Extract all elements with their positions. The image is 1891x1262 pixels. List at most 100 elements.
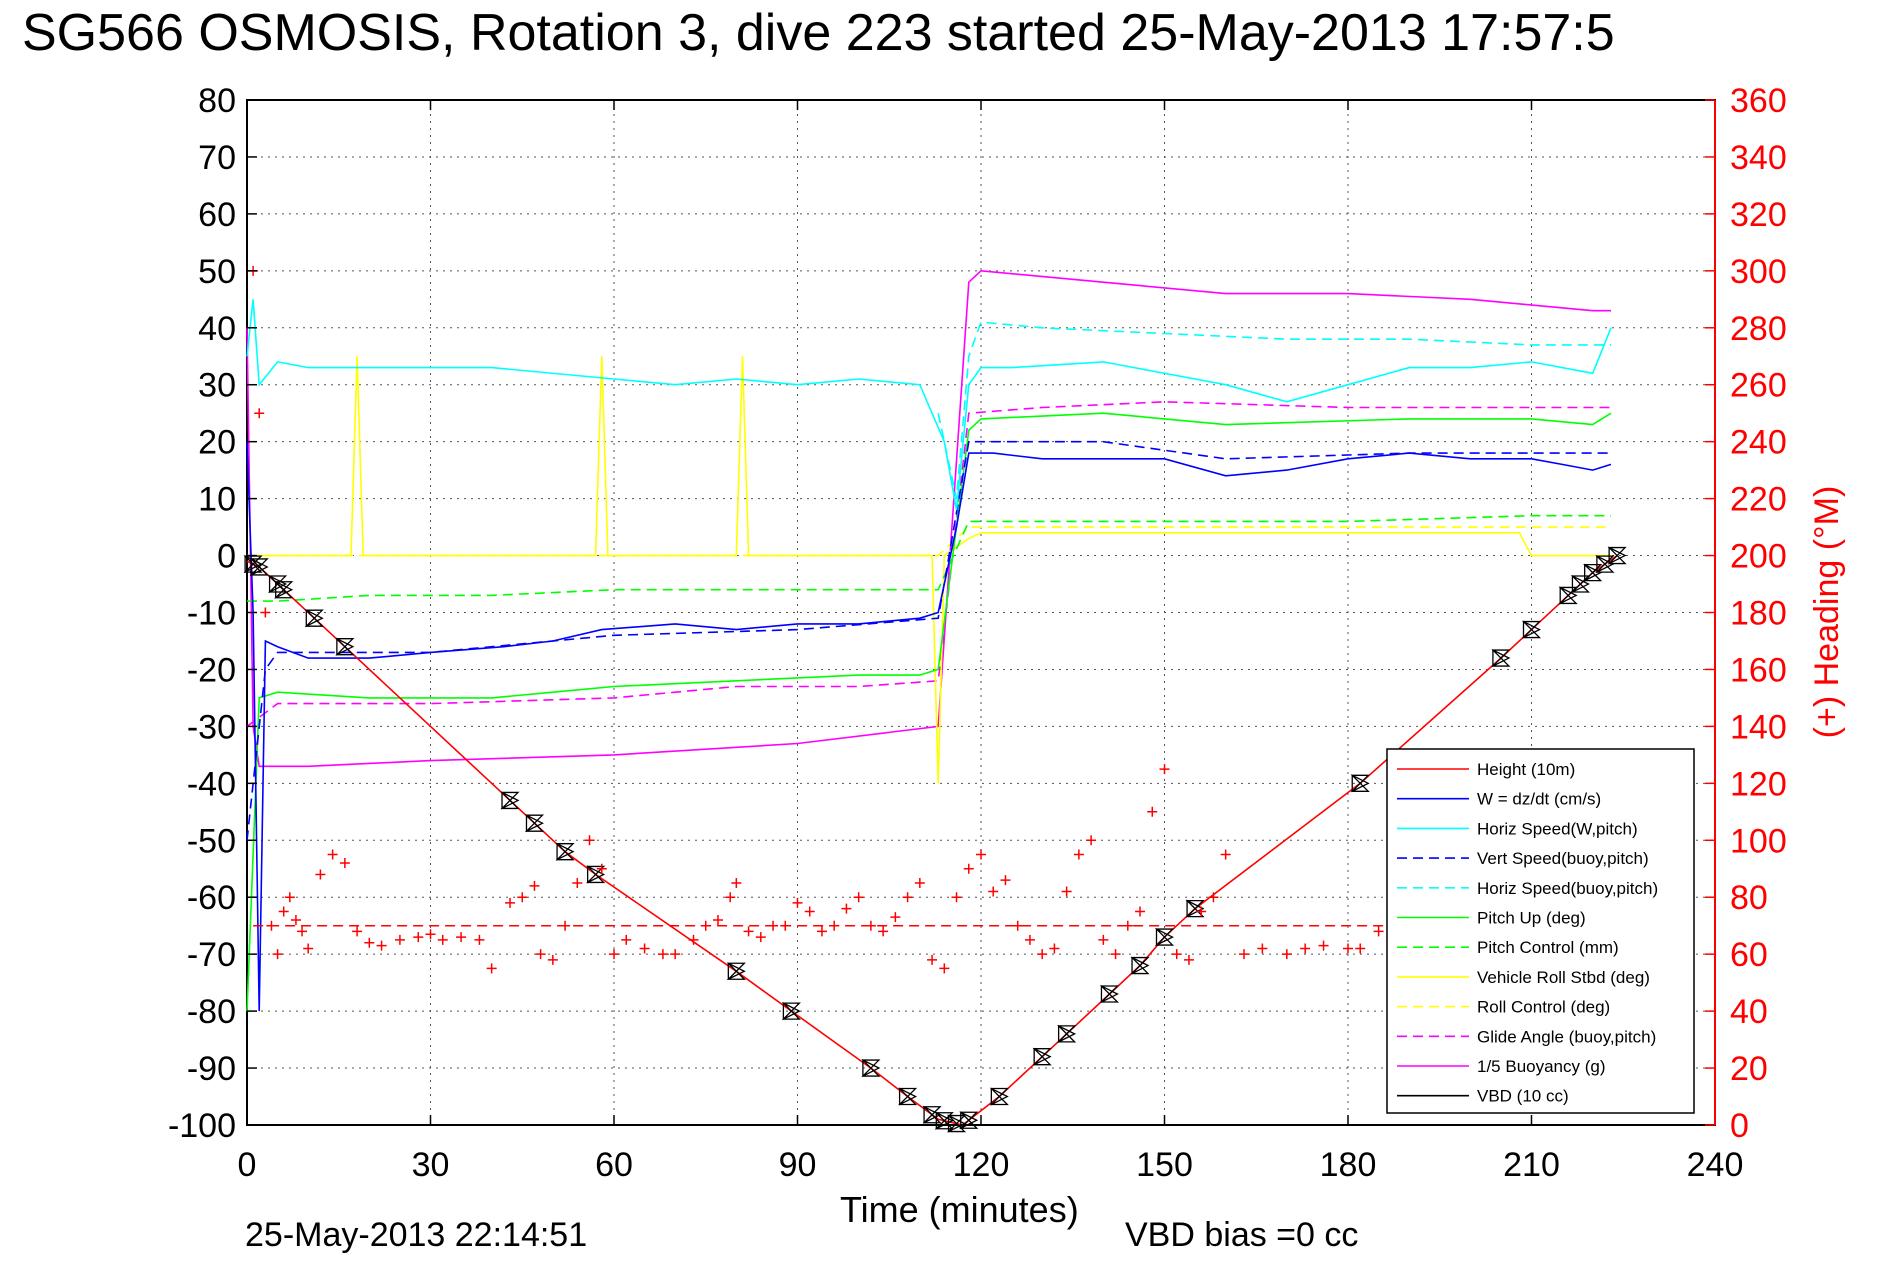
heading-point <box>394 934 405 945</box>
height-marker <box>524 814 545 833</box>
heading-point <box>517 892 528 903</box>
heading-point <box>1110 949 1121 960</box>
vbd-bias: VBD bias =0 cc <box>1125 1216 1358 1254</box>
y-tick-label: -100 <box>168 1107 236 1145</box>
heading-point <box>951 892 962 903</box>
height-marker <box>959 1111 979 1130</box>
y2-tick-label: 80 <box>1730 879 1768 917</box>
y-tick-label: -70 <box>187 936 236 974</box>
y2-tick-label: 160 <box>1730 651 1787 689</box>
series-line <box>246 400 1611 728</box>
x-tick-label: 150 <box>1136 1146 1193 1184</box>
heading-point <box>278 906 289 917</box>
x-axis-label: Time (minutes) <box>840 1189 1079 1230</box>
y2-tick-label: 180 <box>1730 595 1787 633</box>
heading-point <box>688 934 699 945</box>
heading-point <box>1183 954 1194 965</box>
y2-tick-label: 300 <box>1730 253 1787 291</box>
height-marker <box>946 1114 967 1133</box>
height-marker <box>861 1059 881 1078</box>
legend-label: Vert Speed(buoy,pitch) <box>1477 849 1649 868</box>
heading-point <box>547 954 558 965</box>
y-tick-label: 10 <box>198 481 236 519</box>
y-tick-label: -30 <box>187 708 236 746</box>
heading-point <box>260 607 271 618</box>
heading-point <box>939 963 950 974</box>
series-line <box>937 321 1611 499</box>
series-line <box>247 356 1611 784</box>
height-marker <box>249 557 269 576</box>
series-line <box>247 514 1611 602</box>
y2-tick-label: 0 <box>1730 1107 1749 1145</box>
heading-point <box>780 920 791 931</box>
height-marker <box>1583 563 1603 582</box>
heading-point <box>639 943 650 954</box>
heading-point <box>1281 949 1292 960</box>
y-tick-label: 30 <box>198 367 236 405</box>
heading-point <box>755 932 766 943</box>
x-tick-label: 210 <box>1503 1146 1560 1184</box>
heading-point <box>505 897 516 908</box>
y-tick-label: 60 <box>198 196 236 234</box>
y-tick-label: 40 <box>198 310 236 348</box>
series-line <box>246 440 1611 841</box>
heading-point <box>914 877 925 888</box>
height-marker <box>1558 586 1578 605</box>
height-marker <box>586 865 606 884</box>
legend-label: Pitch Up (deg) <box>1477 909 1586 928</box>
heading-point <box>1122 920 1133 931</box>
heading-point <box>1171 949 1182 960</box>
y2-tick-label: 120 <box>1730 765 1787 803</box>
height-marker <box>989 1087 1009 1106</box>
heading-point <box>327 849 338 860</box>
y2-tick-label: 140 <box>1730 708 1787 746</box>
heading-point <box>272 949 283 960</box>
y-tick-label: -10 <box>187 595 236 633</box>
heading-point <box>1355 943 1366 954</box>
y-tick-label: 0 <box>217 538 236 576</box>
height-marker <box>726 962 746 981</box>
heading-point <box>529 880 540 891</box>
x-tick-label: 0 <box>238 1146 257 1184</box>
heading-point <box>1098 934 1109 945</box>
heading-point <box>437 934 448 945</box>
heading-point <box>1037 949 1048 960</box>
height-marker <box>1491 649 1511 668</box>
series-line <box>246 269 1611 768</box>
heading-point <box>902 892 913 903</box>
legend-label: Glide Angle (buoy,pitch) <box>1477 1027 1656 1046</box>
height-marker <box>1032 1047 1052 1066</box>
footer-timestamp: 25-May-2013 22:14:51 <box>245 1216 587 1254</box>
y2-tick-label: 20 <box>1730 1050 1768 1088</box>
y-tick-label: -90 <box>187 1050 236 1088</box>
y2-tick-label: 320 <box>1730 196 1787 234</box>
heading-point <box>670 949 681 960</box>
legend-box <box>1386 748 1695 1114</box>
height-marker <box>1607 546 1627 565</box>
legend-label: Roll Control (deg) <box>1477 998 1610 1017</box>
height-marker <box>1570 574 1590 594</box>
y2-tick-label: 220 <box>1730 481 1787 519</box>
y-tick-label: -40 <box>187 765 236 803</box>
legend-label: Height (10m) <box>1477 760 1575 779</box>
y2-tick-label: 360 <box>1730 82 1787 120</box>
height-markers <box>243 546 1627 1133</box>
heading-point <box>853 892 864 903</box>
heading-point <box>596 863 607 874</box>
y-tick-label: -20 <box>187 651 236 689</box>
heading-point <box>829 920 840 931</box>
heading-point <box>657 949 668 960</box>
heading-point <box>1300 943 1311 954</box>
heading-point <box>315 869 326 880</box>
heading-point <box>1343 943 1353 954</box>
heading-point <box>1196 906 1207 917</box>
heading-point <box>1061 886 1072 897</box>
y-tick-label: -80 <box>187 993 236 1031</box>
heading-point <box>1257 943 1268 954</box>
height-marker <box>555 842 575 861</box>
heading-point <box>297 926 308 937</box>
heading-point <box>1024 934 1035 945</box>
heading-point <box>535 949 546 960</box>
heading-point <box>413 932 424 943</box>
heading-point <box>1049 943 1060 954</box>
